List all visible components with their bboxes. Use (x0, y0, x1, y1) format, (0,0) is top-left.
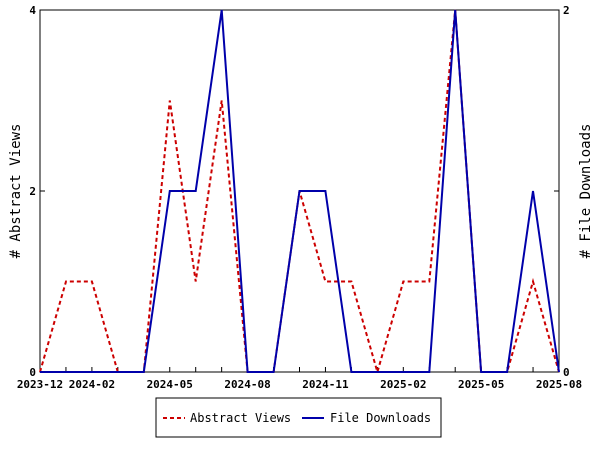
y2-axis-title: # File Downloads (578, 124, 594, 259)
x-tick-label: 2025-08 (536, 378, 582, 391)
y-tick-label: 4 (29, 4, 36, 17)
x-tick-label: 2024-02 (69, 378, 115, 391)
x-tick-label: 2024-11 (302, 378, 349, 391)
series-layer (39, 9, 560, 376)
x-tick-label: 2025-02 (380, 378, 426, 391)
legend-label-file-downloads: File Downloads (330, 411, 431, 425)
legend: Abstract Views File Downloads (155, 397, 442, 438)
x-tick-label: 2024-08 (224, 378, 270, 391)
y2-tick-label: 2 (563, 4, 570, 17)
y2-tick-label: 0 (563, 366, 570, 379)
series-line-file-downloads (40, 9, 560, 373)
legend-box (155, 397, 442, 438)
x-tick-label: 2024-05 (147, 378, 193, 391)
y-axis-title: # Abstract Views (8, 124, 24, 259)
legend-label-abstract-views: Abstract Views (190, 411, 291, 425)
x-tick-label: 2023-12 (17, 378, 63, 391)
y-tick-label: 2 (29, 185, 36, 198)
x-axis: 2023-12 2024-02 2024-05 2024-08 2024-11 2025-… (17, 367, 582, 391)
y-tick-label: 0 (29, 366, 36, 379)
x-tick-label: 2025-05 (458, 378, 504, 391)
